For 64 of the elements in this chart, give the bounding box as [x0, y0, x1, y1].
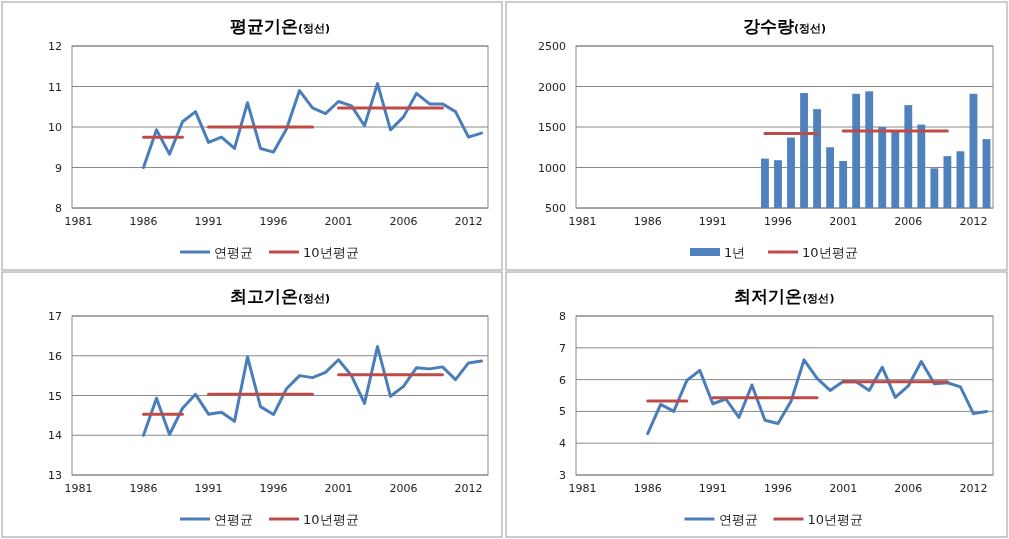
x-tick-label: 2001 [324, 482, 353, 495]
x-tick-label: 1981 [64, 215, 93, 228]
x-tick-label: 2001 [829, 215, 858, 228]
legend-label: 10년평균 [802, 245, 858, 260]
chart-title: 평균기온(정선) [229, 16, 331, 36]
y-tick-label: 8 [55, 202, 62, 215]
y-tick-label: 9 [55, 161, 62, 175]
y-tick-label: 15 [48, 389, 62, 403]
x-tick-label: 1991 [194, 215, 223, 228]
legend-label: 10년평균 [303, 512, 359, 527]
y-tick-label: 3 [559, 469, 566, 482]
legend-label: 연평균 [214, 245, 253, 260]
x-tick-label: 1981 [568, 215, 597, 228]
y-tick-label: 2000 [538, 80, 566, 94]
y-tick-label: 4 [559, 437, 566, 451]
x-tick-label: 1986 [633, 482, 662, 495]
y-tick-label: 5 [559, 405, 566, 419]
x-tick-label: 2001 [324, 215, 353, 228]
x-tick-label: 1981 [568, 482, 597, 495]
line-series [646, 358, 988, 436]
x-tick-label: 2012 [454, 215, 483, 228]
y-tick-label: 10 [48, 121, 62, 134]
x-tick-label: 2006 [894, 215, 923, 228]
y-tick-label: 8 [559, 310, 566, 323]
y-tick-label: 17 [48, 310, 62, 323]
x-tick-label: 2012 [959, 215, 988, 228]
x-tick-label: 2012 [454, 482, 483, 495]
x-tick-label: 1991 [698, 482, 727, 495]
x-tick-label: 2006 [389, 215, 418, 228]
chart-title: 최저기온(정선) [734, 286, 835, 306]
chart-title: 최고기온(정선) [229, 286, 331, 306]
x-tick-label: 2012 [959, 482, 988, 495]
legend-label: 1년 [724, 245, 746, 260]
y-tick-label: 16 [48, 349, 62, 363]
y-tick-label: 6 [559, 373, 566, 387]
y-tick-label: 11 [48, 80, 62, 94]
line-series [142, 345, 483, 437]
y-tick-label: 1000 [538, 161, 566, 175]
x-tick-label: 1986 [129, 482, 158, 495]
line-series [142, 82, 483, 169]
y-tick-label: 13 [48, 469, 62, 482]
x-tick-label: 2006 [389, 482, 418, 495]
legend-label: 10년평균 [303, 245, 359, 260]
legend-label: 연평균 [718, 512, 758, 527]
y-tick-label: 2500 [538, 40, 566, 53]
y-tick-label: 14 [48, 429, 62, 443]
x-tick-label: 1991 [698, 215, 727, 228]
chart-title: 강수량(정선) [742, 16, 827, 36]
y-tick-label: 7 [559, 341, 566, 355]
y-tick-label: 12 [48, 40, 62, 53]
legend-label: 10년평균 [807, 512, 864, 527]
x-tick-label: 1996 [763, 215, 792, 228]
y-tick-label: 1500 [538, 121, 566, 134]
y-tick-label: 500 [545, 202, 566, 215]
legend-label: 연평균 [214, 512, 253, 527]
x-tick-label: 1996 [259, 482, 288, 495]
x-tick-label: 1996 [763, 482, 792, 495]
x-tick-label: 2006 [894, 482, 923, 495]
x-tick-label: 1996 [259, 215, 288, 228]
x-tick-label: 1991 [194, 482, 223, 495]
x-tick-label: 1981 [64, 482, 93, 495]
x-tick-label: 1986 [633, 215, 662, 228]
x-tick-label: 1986 [129, 215, 158, 228]
x-tick-label: 2001 [829, 482, 858, 495]
